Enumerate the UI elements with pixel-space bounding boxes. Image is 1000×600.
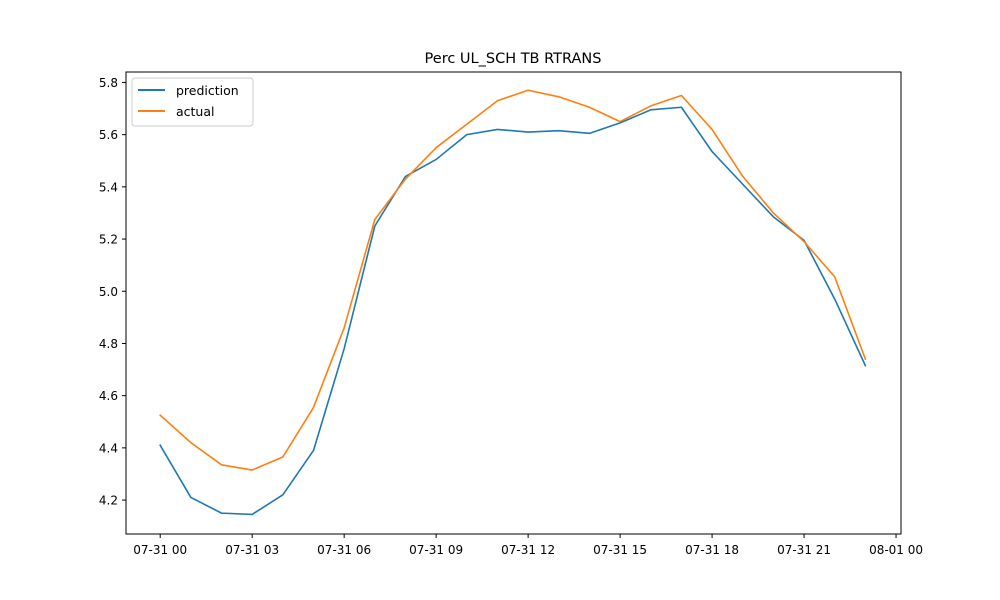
y-tick-label: 5.0	[99, 285, 118, 299]
y-tick-label: 4.8	[99, 337, 118, 351]
legend-label-prediction: prediction	[176, 83, 239, 98]
chart-title: Perc UL_SCH TB RTRANS	[425, 51, 602, 67]
series-line-prediction	[159, 106, 867, 516]
y-tick-label: 4.6	[99, 389, 118, 403]
y-tick-label: 5.4	[99, 180, 118, 194]
y-tick-label: 5.2	[99, 233, 118, 247]
x-tick-label: 07-31 12	[501, 543, 555, 557]
x-tick-label: 07-31 03	[225, 543, 279, 557]
x-tick-label: 07-31 18	[685, 543, 739, 557]
legend-label-actual: actual	[176, 104, 215, 119]
x-tick-label: 07-31 06	[317, 543, 371, 557]
x-tick-label: 08-01 00	[869, 543, 923, 557]
x-tick-label: 07-31 00	[133, 543, 187, 557]
y-tick-label: 5.6	[99, 128, 118, 142]
legend: prediction actual	[131, 77, 254, 127]
y-tick-label: 4.2	[99, 494, 118, 508]
y-tick-label: 4.4	[99, 441, 118, 455]
axes-frame	[125, 71, 902, 535]
series-line-actual	[159, 89, 867, 471]
x-tick-label: 07-31 15	[593, 543, 647, 557]
x-tick-label: 07-31 21	[777, 543, 831, 557]
plot-area	[159, 89, 867, 516]
x-tick-label: 07-31 09	[409, 543, 463, 557]
y-tick-label: 5.8	[99, 76, 118, 90]
